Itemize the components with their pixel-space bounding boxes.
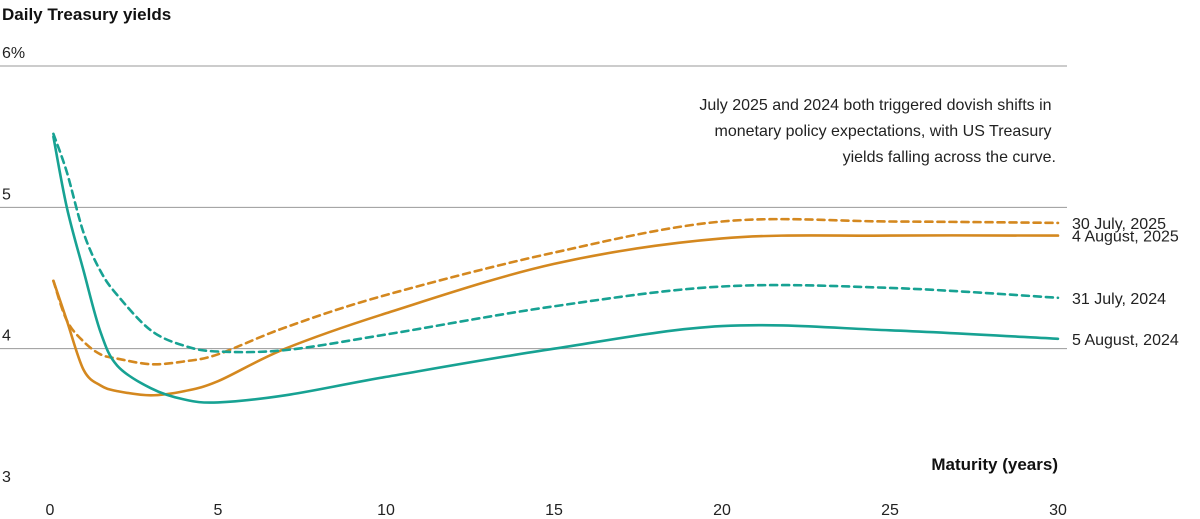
gridlines bbox=[0, 65, 1067, 350]
x-tick-label: 30 bbox=[1049, 502, 1067, 519]
annotation: July 2025 and 2024 both triggered dovish… bbox=[699, 97, 1056, 166]
x-tick-label: 0 bbox=[46, 502, 55, 519]
y-tick-label: 6% bbox=[2, 45, 25, 62]
x-axis-ticks: 0 5 10 15 20 25 30 bbox=[46, 502, 1067, 519]
x-tick-label: 20 bbox=[713, 502, 731, 519]
y-tick-label: 5 bbox=[2, 186, 11, 203]
y-tick-label: 3 bbox=[2, 469, 11, 486]
chart-title: Daily Treasury yields bbox=[2, 5, 171, 24]
series-31-july-2024-line bbox=[52, 132, 1060, 354]
annotation-line-3: yields falling across the curve. bbox=[843, 149, 1056, 166]
x-tick-label: 15 bbox=[545, 502, 563, 519]
series-5-august-2024-label: 5 August, 2024 bbox=[1072, 332, 1179, 349]
series-4-august-2025-label: 4 August, 2025 bbox=[1072, 229, 1179, 246]
annotation-line-2: monetary policy expectations, with US Tr… bbox=[715, 123, 1052, 140]
series-30-july-2025-line bbox=[52, 217, 1060, 366]
series-30-july-2025-label: 30 July, 2025 bbox=[1072, 216, 1166, 233]
series-lines bbox=[52, 132, 1060, 404]
series-31-july-2024-label: 31 July, 2024 bbox=[1072, 291, 1166, 308]
x-tick-label: 5 bbox=[214, 502, 223, 519]
series-5-august-2024-line bbox=[52, 135, 1060, 404]
annotation-line-1: July 2025 and 2024 both triggered dovish… bbox=[699, 97, 1051, 114]
y-tick-label: 4 bbox=[2, 328, 11, 345]
series-4-august-2025-line bbox=[52, 234, 1060, 397]
x-tick-label: 25 bbox=[881, 502, 899, 519]
x-axis-label: Maturity (years) bbox=[931, 455, 1058, 474]
x-tick-label: 10 bbox=[377, 502, 395, 519]
y-axis-ticks: 6% 5 4 3 bbox=[2, 45, 25, 486]
